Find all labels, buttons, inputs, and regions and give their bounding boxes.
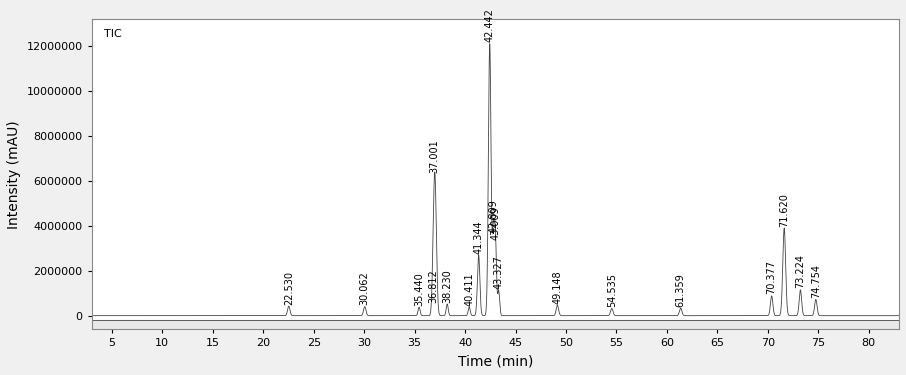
Text: 22.530: 22.530: [284, 271, 294, 305]
Text: 30.062: 30.062: [360, 272, 370, 305]
Text: 42.809: 42.809: [488, 200, 498, 233]
Text: 37.001: 37.001: [429, 139, 439, 172]
Text: 43.327: 43.327: [494, 256, 504, 290]
Text: 42.442: 42.442: [485, 9, 495, 42]
Text: 38.230: 38.230: [442, 269, 452, 303]
Y-axis label: Intensity (mAU): Intensity (mAU): [7, 120, 21, 229]
Text: 40.411: 40.411: [464, 272, 474, 306]
Text: TIC: TIC: [104, 29, 121, 39]
Bar: [92, 321, 899, 330]
Text: 71.620: 71.620: [779, 193, 789, 226]
X-axis label: Time (min): Time (min): [458, 354, 533, 368]
Text: 36.812: 36.812: [428, 269, 438, 303]
Text: 41.344: 41.344: [474, 220, 484, 254]
Text: 74.754: 74.754: [811, 264, 821, 298]
Text: 54.535: 54.535: [607, 273, 617, 307]
Text: 43.009: 43.009: [490, 207, 500, 240]
Text: 73.224: 73.224: [795, 254, 805, 288]
Text: 35.440: 35.440: [414, 272, 424, 306]
Text: 61.359: 61.359: [676, 273, 686, 306]
Text: 70.377: 70.377: [766, 260, 776, 294]
Text: 49.148: 49.148: [553, 270, 563, 304]
